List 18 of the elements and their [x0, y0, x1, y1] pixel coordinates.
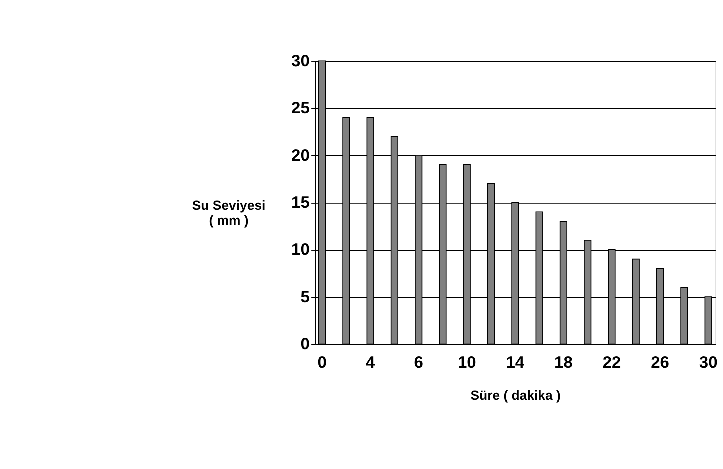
- y-tick-label: 25: [292, 100, 310, 118]
- y-tick-label: 10: [292, 241, 310, 260]
- x-tick-label: 22: [602, 354, 622, 372]
- x-tick-label: 26: [651, 354, 670, 372]
- y-tick-label: 15: [292, 194, 310, 212]
- x-tick-label: 10: [458, 354, 476, 372]
- y-tick-label: 20: [292, 146, 310, 165]
- y-tick-label: 0: [300, 336, 310, 354]
- y-axis-title: Su Seviyesi ( mm ): [192, 198, 266, 228]
- x-tick-label: 30: [699, 354, 718, 372]
- y-tick-label: 5: [300, 288, 310, 306]
- x-axis-title: Süre ( dakika ): [470, 388, 561, 403]
- x-tick-label: 14: [506, 354, 526, 372]
- x-tick-label: 18: [554, 354, 573, 372]
- x-tick-label: 6: [414, 354, 424, 372]
- x-tick-label: 0: [318, 354, 327, 372]
- x-tick-label: 4: [366, 354, 376, 372]
- y-tick-label: 30: [292, 52, 310, 71]
